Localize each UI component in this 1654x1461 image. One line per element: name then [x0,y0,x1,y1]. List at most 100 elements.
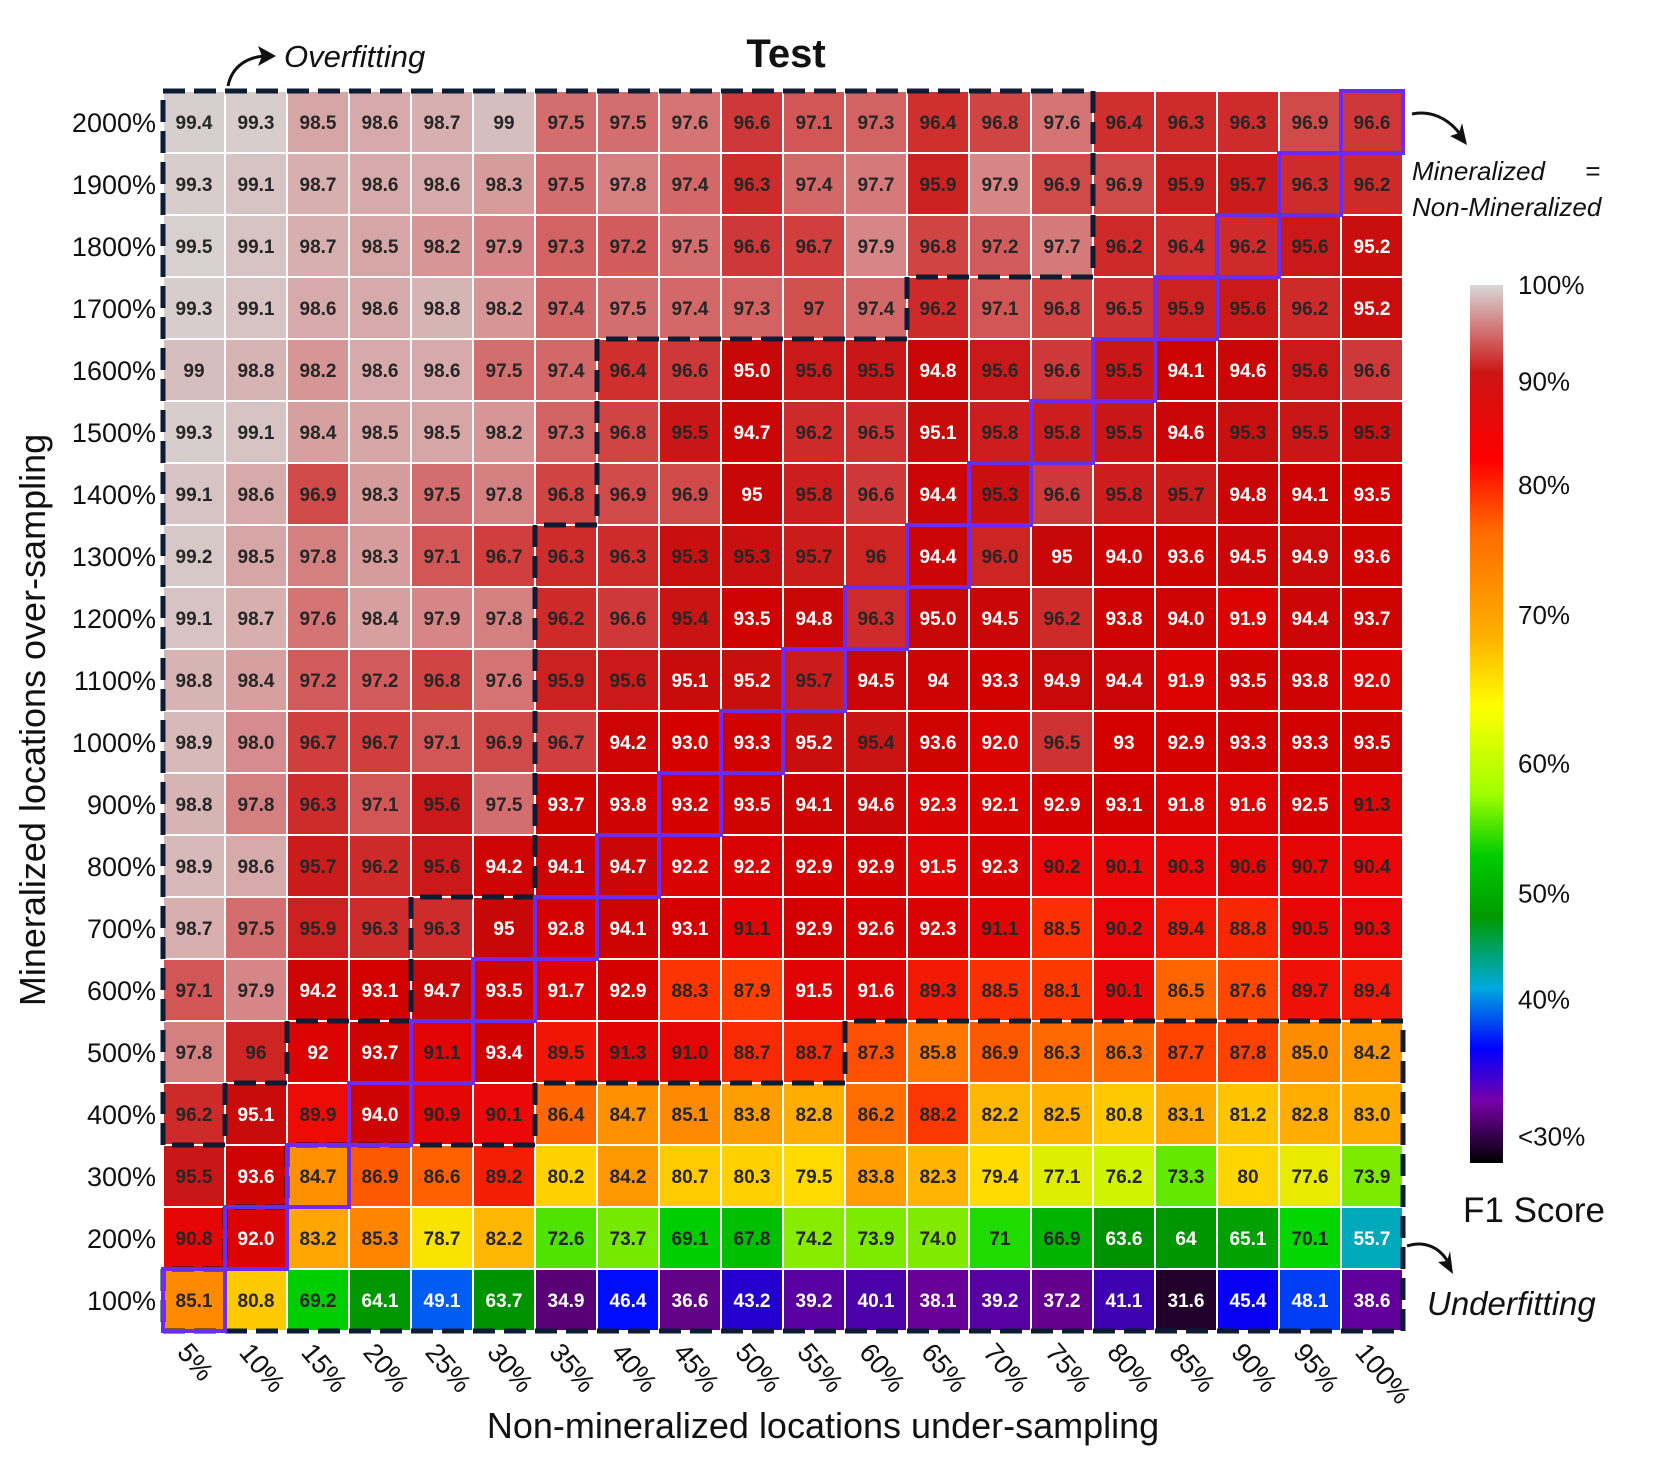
heatmap-cell [720,586,784,650]
heatmap-cell [596,1082,660,1146]
heatmap-cell [906,834,970,898]
cell-value-label: 96.6 [1044,361,1081,382]
cell-value-label: 95.7 [796,547,833,568]
heatmap-cell [472,1206,536,1270]
cell-value-label: 93.5 [1230,671,1267,692]
cell-value-label: 97.6 [486,671,523,692]
cell-value-label: 91.8 [1168,795,1205,816]
heatmap-cell [224,1020,288,1084]
cell-value-label: 95.6 [1292,361,1329,382]
heatmap-cell [1092,1082,1156,1146]
heatmap-cells: 99.4 99.3 98.5 98.6 98.7 99 97.5 97.5 97.6 96.6 97… [162,90,1404,1332]
cell-value-label: 99.2 [176,547,213,568]
heatmap-cell [782,834,846,898]
colorbar-title: F1 Score [1463,1191,1605,1230]
heatmap-cell [348,400,412,464]
heatmap-cell [1154,524,1218,588]
x-axis-tick-labels: 5% 10% 15% 20% 25% 30% 35% 40% 45% 50% 55% 60% 65% 70… [171,1338,1416,1410]
cell-value-label: 94.9 [1044,671,1081,692]
colorbar-tick-label: 70% [1518,600,1570,630]
cell-value-label: 98.6 [362,299,399,320]
cell-value-label: 88.3 [672,981,709,1002]
cell-value-label: 98.6 [424,175,461,196]
cell-value-label: 95 [493,919,515,940]
cell-value-label: 97.6 [672,113,709,134]
cell-value-label: 64.1 [362,1291,399,1312]
heatmap-cell [1030,524,1094,588]
cell-value-label: 94.6 [858,795,895,816]
cell-value-label: 96.9 [486,733,523,754]
cell-value-label: 92.9 [1044,795,1081,816]
heatmap-cell [472,462,536,526]
cell-value-label: 97.1 [796,113,833,134]
cell-value-label: 97 [803,299,824,320]
cell-value-label: 91.3 [610,1043,647,1064]
cell-value-label: 98.2 [486,299,523,320]
heatmap-cell [720,462,784,526]
cell-value-label: 97.8 [486,609,523,630]
cell-value-label: 97.5 [610,113,647,134]
heatmap-cell [162,958,226,1022]
cell-value-label: 96.2 [1354,175,1391,196]
cell-value-label: 98.3 [362,485,399,506]
heatmap-cell [1030,152,1094,216]
heatmap-cell [1216,1082,1280,1146]
cell-value-label: 69.1 [672,1229,709,1250]
cell-value-label: 98.7 [238,609,275,630]
cell-value-label: 78.7 [424,1229,461,1250]
cell-value-label: 95.3 [672,547,709,568]
colorbar [1470,285,1503,1163]
cell-value-label: 95.3 [982,485,1019,506]
cell-value-label: 97.8 [238,795,275,816]
cell-value-label: 96.0 [982,547,1019,568]
heatmap-cell [534,462,598,526]
cell-value-label: 96.6 [610,609,647,630]
colorbar-ticks: 100% 90% 80% 70% 60% 50% 40% <30% [1518,270,1585,1152]
cell-value-label: 97.5 [548,175,585,196]
heatmap-cell [1030,1020,1094,1084]
cell-value-label: 97.5 [486,361,523,382]
cell-value-label: 84.7 [610,1105,647,1126]
heatmap-cell [1092,276,1156,340]
cell-value-label: 97.3 [548,237,585,258]
cell-value-label: 92.9 [858,857,895,878]
cell-value-label: 96.3 [1230,113,1267,134]
y-tick-label: 100% [87,1286,156,1316]
cell-value-label: 96.6 [672,361,709,382]
cell-value-label: 90.2 [1106,919,1143,940]
cell-value-label: 95.2 [734,671,771,692]
heatmap-cell [1092,958,1156,1022]
cell-value-label: 98.6 [238,857,275,878]
cell-value-label: 71 [989,1229,1011,1250]
cell-value-label: 87.7 [1168,1043,1205,1064]
cell-value-label: 95.0 [734,361,771,382]
heatmap-cell [286,524,350,588]
heatmap-cell [1030,586,1094,650]
heatmap-cell [658,896,722,960]
cell-value-label: 97.3 [548,423,585,444]
cell-value-label: 96.6 [1044,485,1081,506]
cell-value-label: 86.4 [548,1105,585,1126]
cell-value-label: 83.8 [858,1167,895,1188]
cell-value-label: 90.3 [1168,857,1205,878]
cell-value-label: 94.1 [796,795,833,816]
cell-value-label: 97.4 [672,175,709,196]
x-axis-title: Non-mineralized locations under-sampling [487,1405,1159,1446]
cell-value-label: 96.2 [920,299,957,320]
cell-value-label: 97.2 [362,671,399,692]
cell-value-label: 96.2 [1230,237,1267,258]
x-tick-label: 45% [667,1338,725,1399]
cell-value-label: 94.1 [1292,485,1329,506]
cell-value-label: 92.3 [982,857,1019,878]
cell-value-label: 93.6 [920,733,957,754]
cell-value-label: 92.9 [796,857,833,878]
heatmap-cell [1030,1206,1094,1270]
cell-value-label: 96.7 [548,733,585,754]
cell-value-label: 88.2 [920,1105,957,1126]
heatmap-cell [906,400,970,464]
cell-value-label: 98.8 [176,795,213,816]
cell-value-label: 94.0 [1168,609,1205,630]
cell-value-label: 55.7 [1354,1229,1391,1250]
heatmap-cell [1278,1268,1342,1332]
cell-value-label: 73.9 [858,1229,895,1250]
